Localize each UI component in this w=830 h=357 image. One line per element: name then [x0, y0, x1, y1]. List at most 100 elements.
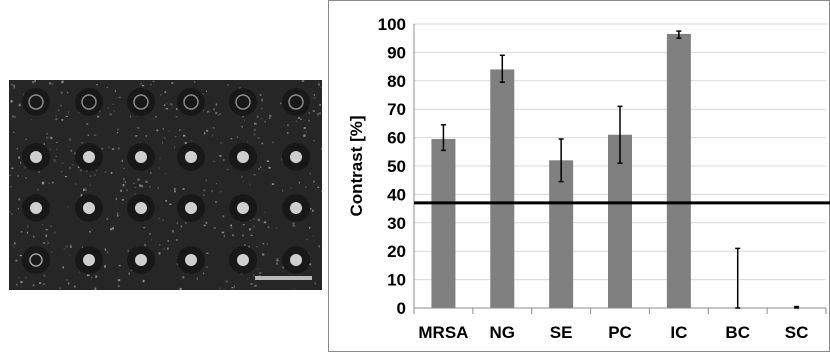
- noise-speck: [143, 280, 145, 282]
- noise-speck: [253, 274, 255, 276]
- noise-speck: [91, 277, 92, 278]
- noise-speck: [215, 201, 217, 203]
- noise-speck: [107, 87, 108, 88]
- noise-speck: [61, 171, 62, 172]
- noise-speck: [25, 139, 27, 140]
- noise-speck: [287, 132, 289, 134]
- noise-speck: [313, 110, 315, 111]
- noise-speck: [262, 253, 264, 255]
- noise-speck: [51, 251, 53, 252]
- noise-speck: [246, 278, 248, 279]
- noise-speck: [194, 81, 195, 83]
- noise-speck: [86, 123, 88, 124]
- noise-speck: [94, 134, 96, 136]
- noise-speck: [58, 109, 59, 111]
- noise-speck: [227, 84, 229, 85]
- noise-speck: [216, 183, 217, 184]
- noise-speck: [223, 159, 224, 161]
- noise-speck: [177, 222, 178, 224]
- noise-speck: [165, 173, 167, 174]
- noise-speck: [206, 253, 208, 254]
- noise-speck: [89, 184, 91, 186]
- noise-speck: [203, 110, 204, 111]
- noise-speck: [27, 226, 28, 228]
- noise-speck: [231, 138, 233, 139]
- noise-speck: [317, 187, 319, 188]
- noise-speck: [81, 142, 83, 143]
- noise-speck: [133, 183, 135, 184]
- noise-speck: [319, 245, 321, 247]
- noise-speck: [11, 213, 12, 215]
- noise-speck: [162, 142, 163, 144]
- noise-speck: [309, 112, 310, 113]
- noise-speck: [56, 149, 57, 150]
- noise-speck: [268, 167, 270, 169]
- noise-speck: [95, 288, 97, 290]
- noise-speck: [42, 224, 43, 225]
- x-tick-label: SE: [550, 323, 573, 342]
- y-tick-label: 10: [387, 271, 406, 290]
- x-tick-label: SC: [785, 323, 809, 342]
- noise-speck: [74, 286, 76, 288]
- noise-speck: [214, 227, 216, 228]
- y-tick-label: 60: [387, 129, 406, 148]
- noise-speck: [123, 168, 124, 169]
- noise-speck: [162, 219, 164, 221]
- noise-speck: [47, 243, 49, 245]
- noise-speck: [169, 203, 171, 204]
- noise-speck: [14, 116, 16, 118]
- noise-speck: [179, 129, 180, 131]
- noise-speck: [171, 82, 173, 83]
- spot: [185, 151, 197, 163]
- noise-speck: [257, 268, 258, 269]
- noise-speck: [52, 182, 53, 184]
- noise-speck: [146, 135, 147, 137]
- noise-speck: [60, 104, 62, 106]
- noise-speck: [90, 175, 91, 176]
- y-tick-label: 20: [387, 242, 406, 261]
- noise-speck: [59, 288, 61, 290]
- noise-speck: [118, 147, 120, 149]
- noise-speck: [318, 82, 319, 84]
- spot: [83, 151, 95, 163]
- noise-speck: [251, 235, 253, 236]
- noise-speck: [309, 227, 310, 229]
- noise-speck: [109, 113, 111, 115]
- noise-speck: [155, 116, 157, 117]
- noise-speck: [306, 131, 307, 132]
- spot: [30, 151, 42, 163]
- noise-speck: [224, 235, 225, 237]
- noise-speck: [34, 80, 35, 82]
- noise-speck: [249, 228, 251, 230]
- noise-speck: [138, 127, 139, 128]
- noise-speck: [56, 142, 57, 143]
- noise-speck: [250, 283, 252, 284]
- noise-speck: [276, 260, 278, 262]
- bar-mrsa: [431, 139, 455, 308]
- noise-speck: [158, 187, 159, 188]
- spot: [290, 254, 302, 266]
- noise-speck: [66, 116, 68, 117]
- noise-speck: [294, 288, 295, 289]
- noise-speck: [118, 279, 120, 281]
- noise-speck: [43, 284, 45, 285]
- noise-speck: [14, 242, 16, 244]
- noise-speck: [164, 91, 166, 93]
- noise-speck: [96, 170, 97, 172]
- noise-speck: [244, 119, 245, 121]
- noise-speck: [211, 190, 213, 192]
- spot-halo: [127, 88, 155, 116]
- spot: [237, 254, 249, 266]
- noise-speck: [164, 137, 165, 139]
- spot-halo: [22, 246, 50, 274]
- noise-speck: [153, 81, 155, 82]
- noise-speck: [69, 254, 70, 255]
- noise-speck: [18, 277, 19, 279]
- noise-speck: [319, 104, 321, 106]
- noise-speck: [94, 174, 96, 176]
- noise-speck: [242, 116, 244, 117]
- noise-speck: [213, 109, 214, 111]
- spot: [185, 202, 197, 214]
